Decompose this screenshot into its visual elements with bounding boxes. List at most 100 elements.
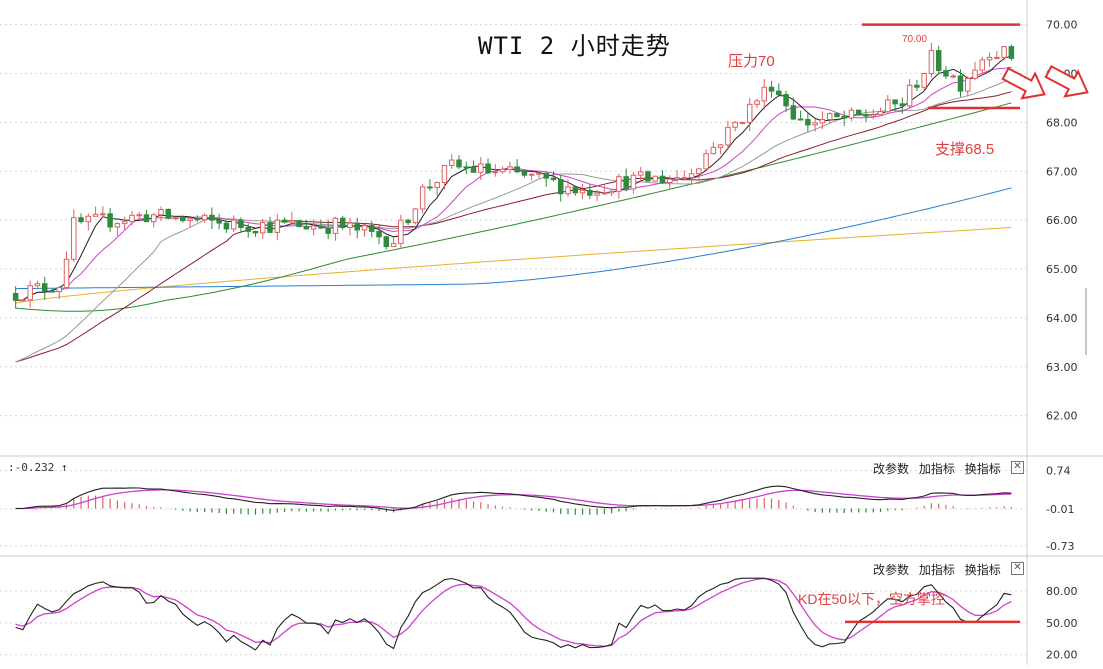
candle [877, 107, 884, 116]
candle-body [56, 287, 62, 293]
candle-body [667, 178, 673, 184]
kd-d-line [15, 577, 1012, 647]
kd-tick-label: 80.00 [1046, 585, 1078, 598]
candle [223, 220, 230, 233]
candle-body [209, 214, 215, 221]
candle-body [223, 222, 230, 230]
candle-body [492, 171, 499, 174]
candle-body [557, 179, 564, 195]
candle [390, 237, 397, 248]
candle-body [332, 217, 339, 234]
ma120-line [15, 187, 1012, 290]
candle [921, 72, 927, 91]
candle [187, 218, 193, 228]
candle [608, 188, 615, 197]
candle-body [514, 166, 520, 173]
candle [478, 157, 484, 181]
candle [616, 173, 622, 199]
candle-body [717, 144, 724, 148]
candle [557, 175, 564, 202]
candle [252, 230, 259, 237]
candle-body [746, 103, 753, 123]
candle [594, 189, 600, 202]
candle [783, 90, 789, 113]
ma20-line [15, 78, 1012, 363]
candle-body [281, 219, 288, 223]
candle [296, 219, 302, 228]
macd-panel: 0.74 -0.01 -0.73 [0, 465, 1074, 553]
candle-body [129, 214, 135, 223]
candle-body [114, 223, 121, 228]
candle [579, 184, 586, 200]
candle [681, 170, 688, 181]
candle-body [616, 176, 622, 192]
candle [427, 179, 433, 191]
candle [456, 155, 462, 170]
ma10-line [15, 66, 1012, 301]
candle [994, 51, 1000, 60]
candle-body [369, 225, 375, 232]
candle-body [180, 217, 186, 222]
candle [245, 223, 251, 238]
candle-body [565, 186, 571, 195]
candle [979, 56, 986, 76]
candle [27, 280, 33, 308]
kd-params-button[interactable]: 改参数 [873, 563, 910, 577]
candle [354, 217, 360, 239]
candle [717, 143, 724, 155]
candle-body [470, 166, 477, 173]
macd-close-icon[interactable]: ✕ [1011, 461, 1024, 474]
candle-body [841, 116, 847, 119]
candle-body [696, 168, 702, 175]
candle [318, 219, 324, 229]
y-tick-label: 70.00 [1046, 19, 1078, 32]
candle-body [252, 230, 259, 234]
candle-body [797, 118, 804, 121]
macd-dif-line [15, 485, 1012, 512]
candle-body [935, 50, 942, 72]
candle [347, 217, 353, 236]
candle [238, 217, 244, 233]
candle [470, 160, 477, 173]
kd-change-indicator-button[interactable]: 换指标 [964, 563, 1001, 577]
candle [841, 110, 847, 126]
candle-body [601, 192, 608, 195]
candle [463, 161, 470, 175]
candle-body [950, 75, 956, 78]
candle [12, 286, 19, 309]
candle-body [390, 243, 397, 248]
candle [114, 222, 121, 236]
kd-add-indicator-button[interactable]: 加指标 [918, 563, 955, 577]
candle [71, 209, 77, 263]
candle [514, 159, 520, 174]
macd-add-indicator-button[interactable]: 加指标 [918, 462, 955, 476]
candle-body [594, 192, 600, 196]
macd-change-indicator-button[interactable]: 换指标 [964, 462, 1001, 476]
candle-body [877, 111, 884, 116]
candle-body [994, 56, 1000, 59]
candle-body [448, 159, 455, 166]
candle [1001, 46, 1007, 61]
y-tick-label: 63.00 [1046, 361, 1078, 374]
candle-body [906, 84, 913, 107]
candle-body [986, 56, 993, 61]
candle [674, 170, 680, 183]
ma30-line [15, 91, 1012, 363]
candle-body [376, 230, 382, 238]
kd-close-icon[interactable]: ✕ [1011, 562, 1024, 575]
macd-params-button[interactable]: 改参数 [873, 462, 910, 476]
candle-body [579, 189, 586, 194]
candle [834, 112, 840, 118]
candle [209, 207, 215, 229]
candle [819, 111, 826, 130]
candle-body [361, 225, 368, 231]
candle-body [928, 50, 935, 75]
candle [485, 158, 491, 175]
candle [645, 170, 651, 182]
candle-body [412, 208, 419, 224]
candle [667, 175, 673, 189]
candle-body [543, 172, 549, 179]
arrow-shape [1001, 67, 1046, 100]
candle-body [267, 222, 273, 233]
